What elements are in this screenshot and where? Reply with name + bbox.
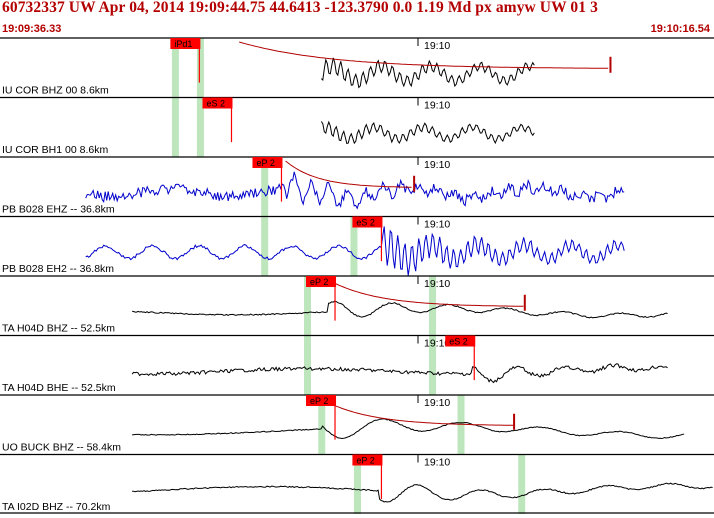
phase-window <box>428 335 436 395</box>
phase-window <box>354 454 361 514</box>
pick-box <box>306 276 337 287</box>
pick-box <box>202 97 233 109</box>
station-label: PB B028 EHZ -- 36.8km <box>2 204 115 216</box>
waveform-trace <box>132 300 668 319</box>
phase-window <box>196 38 204 98</box>
pick-label: eP 2 <box>310 396 328 406</box>
phase-window <box>428 276 436 336</box>
station-label: TA I02D BHZ -- 70.2km <box>2 501 111 513</box>
phase-window <box>171 97 179 157</box>
pick-box <box>170 38 201 49</box>
minute-label: 19:10 <box>424 219 450 231</box>
pick-box <box>352 454 383 466</box>
phase-window <box>518 454 526 514</box>
waveform-trace <box>132 482 713 503</box>
pick-label: eS 2 <box>206 99 225 109</box>
station-label: IU COR BHZ 00 8.6km <box>2 85 109 97</box>
station-label: PB B028 EH2 -- 36.8km <box>2 263 114 275</box>
event-header: 60732337 UW Apr 04, 2014 19:09:44.75 44.… <box>0 0 714 38</box>
minute-label: 19:10 <box>424 40 450 52</box>
phase-window <box>261 157 269 217</box>
minute-label: 19:10 <box>424 278 450 290</box>
pick-label: eP 2 <box>310 277 328 287</box>
station-label: UO BUCK BHZ -- 58.4km <box>2 442 121 454</box>
phase-window <box>304 276 312 336</box>
pick-label: eS 2 <box>356 218 375 228</box>
waveform-trace <box>132 418 685 440</box>
waveform-trace <box>320 120 535 145</box>
pick-label: eS 2 <box>449 337 468 347</box>
start-time: 19:09:36.33 <box>2 23 62 35</box>
station-label: TA H04D BHE -- 52.5km <box>2 382 116 394</box>
pick-box <box>252 157 283 168</box>
phase-window <box>261 216 269 276</box>
end-time: 19:10:16.54 <box>650 23 710 35</box>
minute-label: 19:10 <box>424 338 450 350</box>
pick-box <box>306 395 337 406</box>
pick-label: iPd1 <box>174 39 192 49</box>
minute-label: 19:10 <box>424 457 450 469</box>
waveform-trace <box>131 363 668 384</box>
pick-label: eP 2 <box>356 456 374 466</box>
event-title: 60732337 UW Apr 04, 2014 19:09:44.75 44.… <box>2 0 598 16</box>
minute-label: 19:10 <box>424 100 450 112</box>
waveform-trace <box>85 226 625 276</box>
minute-label: 19:10 <box>424 159 450 171</box>
coda-fit-line <box>328 279 524 307</box>
phase-window <box>350 216 358 276</box>
pick-box <box>352 216 383 228</box>
phase-window <box>304 335 312 395</box>
waveform-trace <box>320 57 535 89</box>
phase-window <box>171 38 179 98</box>
waveform-trace <box>85 171 625 210</box>
pick-label: eP 2 <box>256 158 274 168</box>
pick-box <box>445 335 476 347</box>
coda-fit-line <box>321 398 514 426</box>
coda-fit-line <box>239 41 609 69</box>
minute-label: 19:10 <box>424 397 450 409</box>
station-label: TA H04D BHZ -- 52.5km <box>2 323 115 335</box>
station-label: IU COR BH1 00 8.6km <box>2 144 108 156</box>
phase-window <box>196 97 204 157</box>
coda-fit-line <box>285 160 412 188</box>
phase-window <box>318 395 326 455</box>
